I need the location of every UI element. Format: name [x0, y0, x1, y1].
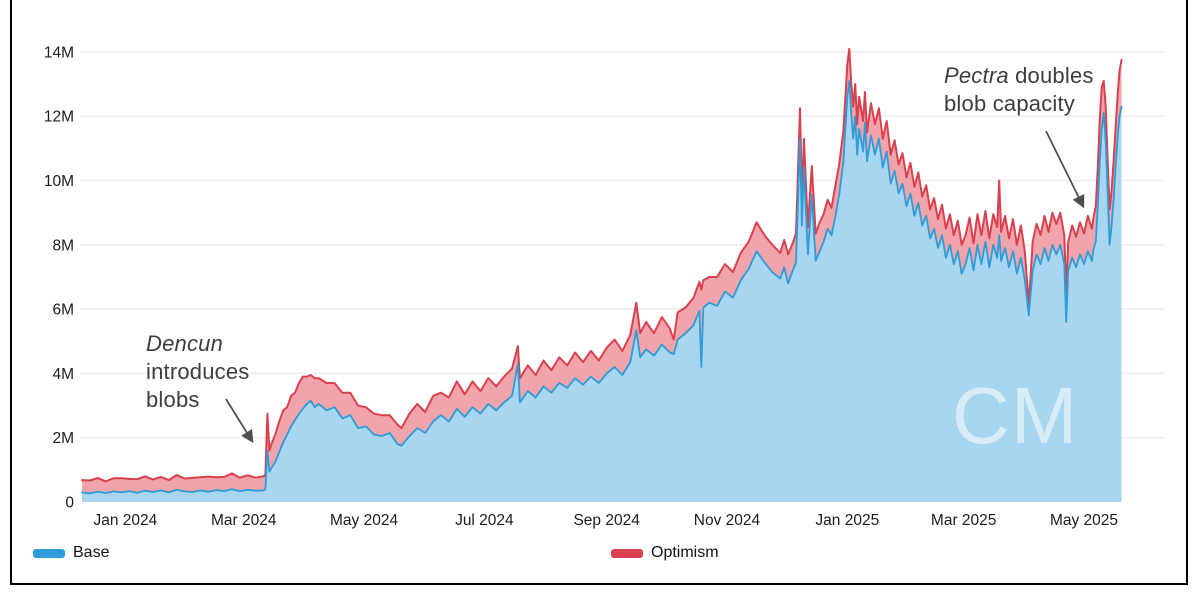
- annotation-dencun-line1: Dencun: [146, 331, 224, 356]
- base-color-swatch: [33, 548, 65, 558]
- coinmetrics-watermark-logo: CM: [952, 371, 1079, 460]
- pectra-arrow: [1045, 130, 1085, 209]
- y-axis-label-6M: 6M: [52, 302, 74, 319]
- y-axis-label-0: 0: [65, 495, 74, 512]
- x-axis-label-Jan-2025: Jan 2025: [815, 512, 879, 529]
- base-area: [82, 80, 1122, 503]
- x-axis-label-Mar-2025: Mar 2025: [931, 512, 996, 529]
- optimism-line: [81, 47, 1123, 483]
- y-axis-label-8M: 8M: [52, 237, 74, 254]
- x-axis-label-May-2025: May 2025: [1050, 512, 1118, 529]
- optimism-color-swatch: [611, 548, 643, 558]
- dencun-arrow: [225, 398, 254, 444]
- x-axis-label-Jul-2024: Jul 2024: [455, 512, 514, 529]
- legend-item-base: Base: [33, 543, 109, 563]
- legend-label-base: Base: [73, 544, 110, 561]
- x-axis-label-Jan-2024: Jan 2024: [94, 512, 158, 529]
- x-axis-label-Mar-2024: Mar 2024: [211, 512, 277, 529]
- annotation-pectra: Pectra doubles blob capacity: [944, 62, 1094, 118]
- x-axis-label-Sep-2024: Sep 2024: [573, 512, 640, 529]
- annotation-dencun: Dencun introduces blobs: [146, 330, 250, 414]
- y-axis-label-10M: 10M: [44, 173, 74, 190]
- legend-label-optimism: Optimism: [651, 544, 719, 561]
- y-axis-label-4M: 4M: [52, 366, 74, 383]
- annotation-pectra-line2: blob capacity: [944, 91, 1076, 116]
- annotation-dencun-line3: blobs: [146, 387, 200, 412]
- legend-item-optimism: Optimism: [611, 543, 719, 563]
- annotation-dencun-line2: introduces: [146, 359, 250, 384]
- page-border: [10, 0, 1188, 585]
- x-axis-label-Nov-2024: Nov 2024: [694, 512, 761, 529]
- base-line: [81, 79, 1123, 495]
- x-axis-label-May-2024: May 2024: [330, 512, 398, 529]
- y-axis-label-14M: 14M: [44, 44, 74, 61]
- annotation-pectra-line1: Pectra doubles: [944, 63, 1094, 88]
- y-axis-label-2M: 2M: [52, 430, 74, 447]
- y-axis-label-12M: 12M: [44, 109, 74, 126]
